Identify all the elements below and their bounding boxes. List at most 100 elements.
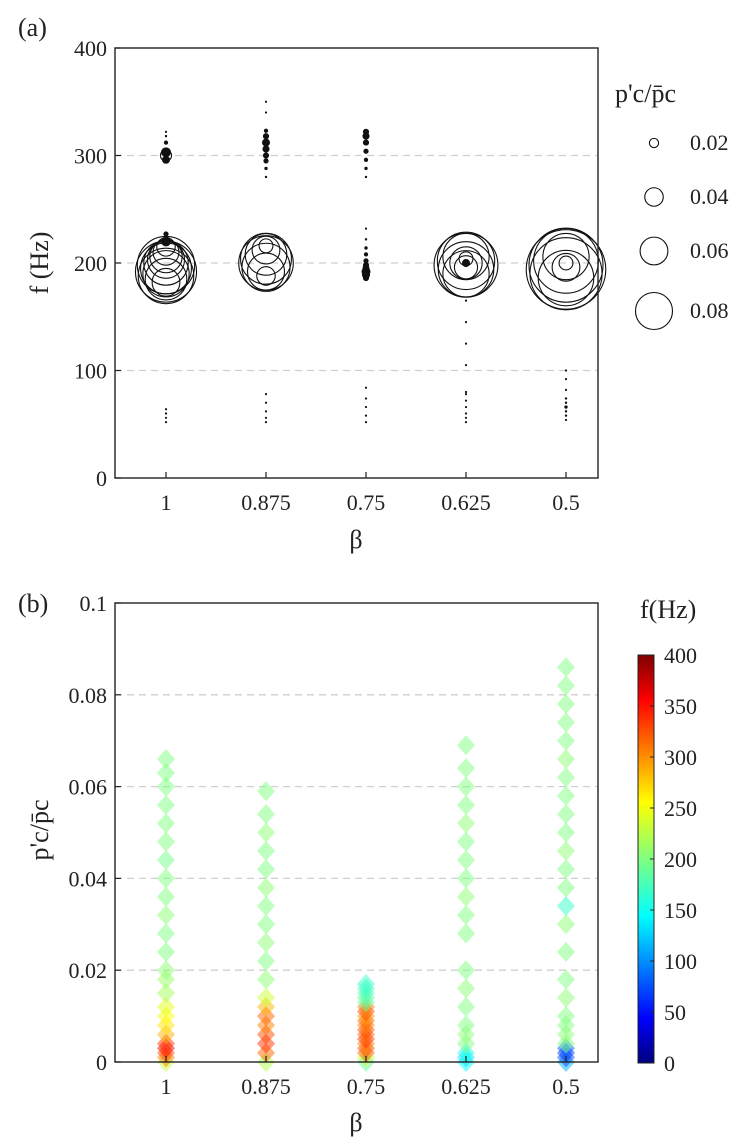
data-point — [557, 969, 575, 990]
data-point — [557, 693, 575, 714]
data-point — [251, 235, 281, 265]
data-point — [464, 321, 468, 324]
data-point — [457, 776, 475, 797]
data-point — [557, 1006, 575, 1027]
colorbar-tick-label: 350 — [664, 694, 697, 719]
y-tick-label: 0 — [96, 466, 107, 491]
data-point — [261, 138, 270, 147]
data-point — [528, 227, 604, 303]
data-point — [257, 840, 275, 861]
data-point — [436, 231, 496, 291]
data-point — [257, 932, 275, 953]
data-point — [557, 822, 575, 843]
data-point — [364, 175, 368, 179]
data-point — [164, 416, 168, 419]
data-point — [537, 249, 595, 307]
size-legend-label: 0.04 — [690, 184, 729, 209]
data-point — [457, 923, 475, 944]
data-point — [164, 134, 168, 138]
panel-a-data-points — [134, 100, 607, 424]
data-point — [529, 237, 603, 311]
data-point — [257, 804, 275, 825]
colorbar-tick-label: 50 — [664, 1000, 686, 1025]
x-tick-label: 0.625 — [441, 490, 491, 515]
y-tick-label: 0.1 — [80, 591, 108, 616]
panel-b-y-axis-label: p'c/p̄c — [25, 800, 54, 861]
data-point — [157, 831, 175, 852]
data-point — [557, 987, 575, 1008]
data-point — [357, 973, 375, 994]
data-point — [364, 405, 368, 409]
data-point — [464, 412, 468, 415]
x-tick-label: 0.75 — [347, 490, 386, 515]
data-point — [164, 412, 168, 415]
y-tick-label: 0.06 — [69, 775, 108, 800]
data-point — [557, 675, 575, 696]
data-point — [264, 100, 268, 103]
data-point — [364, 166, 368, 171]
panel-b-label: (b) — [18, 589, 48, 618]
panel-a: (a) 0 100 200 300 400 1 0.875 0.75 0.625 0.5 β f… — [18, 13, 729, 554]
data-point — [161, 236, 171, 247]
data-point — [364, 397, 368, 400]
data-point — [157, 776, 175, 797]
data-point — [564, 378, 568, 381]
data-point — [564, 418, 568, 422]
data-point — [464, 390, 468, 394]
data-point — [263, 158, 269, 164]
data-point — [264, 166, 268, 171]
panel-b-y-ticks: 0 0.02 0.04 0.06 0.08 0.1 — [69, 591, 121, 1075]
data-point — [363, 157, 369, 162]
data-point — [137, 247, 195, 305]
data-point — [564, 397, 568, 400]
data-point — [257, 969, 275, 990]
y-tick-label: 0 — [96, 1050, 107, 1075]
data-point — [457, 996, 475, 1017]
data-point — [457, 1015, 475, 1036]
data-point — [464, 416, 468, 419]
size-legend-label: 0.08 — [690, 298, 729, 323]
panel-a-x-axis-label: β — [349, 525, 362, 554]
data-point — [163, 231, 169, 237]
data-point — [557, 657, 575, 678]
data-point — [557, 941, 575, 962]
data-point — [564, 414, 568, 417]
colorbar-tick-label: 300 — [664, 745, 697, 770]
data-point — [364, 227, 368, 230]
data-point — [257, 781, 275, 802]
data-point — [551, 252, 581, 282]
data-point — [363, 148, 369, 154]
size-legend-label: 0.02 — [690, 130, 729, 155]
data-point — [457, 758, 475, 779]
data-point — [564, 388, 568, 391]
panel-a-y-ticks: 0 100 200 300 400 — [74, 36, 121, 491]
data-point — [457, 794, 475, 815]
y-tick-label: 200 — [74, 251, 107, 276]
data-point — [464, 399, 468, 402]
data-point — [557, 749, 575, 770]
data-point — [157, 868, 175, 889]
colorbar-tick-label: 0 — [664, 1051, 675, 1076]
size-legend-label: 0.06 — [690, 238, 729, 263]
colorbar-tick-label: 200 — [664, 847, 697, 872]
data-point — [264, 111, 268, 114]
x-tick-label: 0.75 — [347, 1074, 386, 1099]
x-tick-label: 1 — [161, 490, 172, 515]
panel-b-x-axis-label: β — [349, 1108, 362, 1137]
data-point — [457, 886, 475, 907]
data-point — [157, 996, 175, 1017]
data-point — [363, 258, 369, 264]
x-tick-label: 1 — [161, 1074, 172, 1099]
data-point — [557, 730, 575, 751]
data-point — [157, 749, 175, 770]
panel-a-label: (a) — [18, 13, 47, 42]
data-point — [151, 267, 181, 297]
data-point — [542, 232, 590, 281]
data-point — [157, 850, 175, 871]
data-point — [364, 414, 368, 417]
colorbar-tick-label: 400 — [664, 643, 697, 668]
panel-b-plot-frame — [114, 602, 599, 1063]
data-point — [264, 421, 268, 424]
data-point — [164, 130, 168, 133]
data-point — [240, 232, 292, 285]
